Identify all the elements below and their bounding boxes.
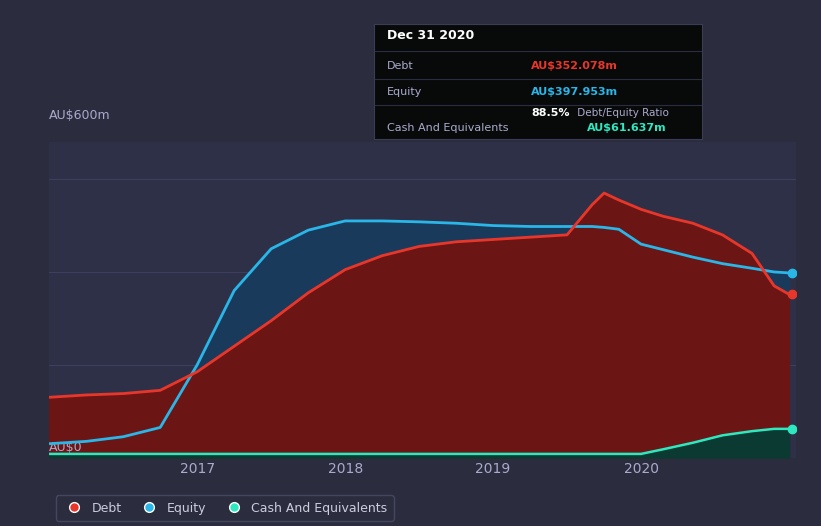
Text: Equity: Equity [387, 87, 422, 97]
Text: AU$352.078m: AU$352.078m [531, 62, 618, 72]
Text: Debt/Equity Ratio: Debt/Equity Ratio [574, 108, 669, 118]
Text: AU$0: AU$0 [48, 441, 82, 454]
Text: AU$61.637m: AU$61.637m [587, 123, 667, 133]
Legend: Debt, Equity, Cash And Equivalents: Debt, Equity, Cash And Equivalents [56, 495, 394, 521]
Text: Cash And Equivalents: Cash And Equivalents [387, 123, 508, 133]
Text: 88.5%: 88.5% [531, 108, 570, 118]
Text: AU$600m: AU$600m [49, 108, 111, 122]
Text: Debt: Debt [387, 62, 414, 72]
Text: Dec 31 2020: Dec 31 2020 [387, 29, 474, 42]
Text: AU$397.953m: AU$397.953m [531, 87, 618, 97]
